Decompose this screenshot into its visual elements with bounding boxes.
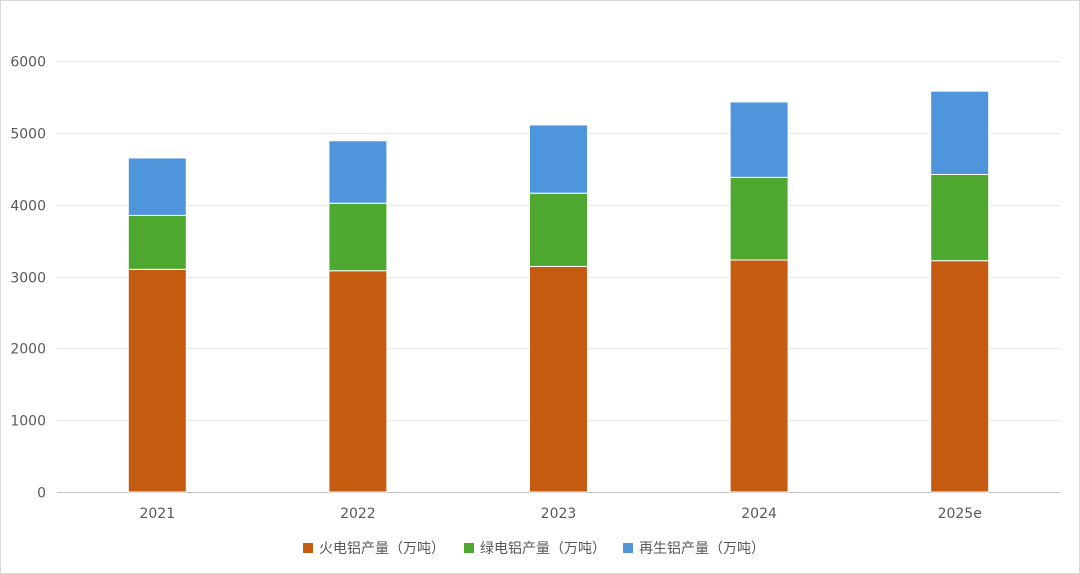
bar-segment-2022-series-1 — [328, 270, 388, 493]
x-axis-tick-labels: 2021 2022 2023 2024 2025e — [139, 506, 981, 522]
y-tick-label: 4000 — [10, 199, 46, 215]
bar-segment-2023-series-3 — [529, 124, 588, 194]
y-tick-label: 3000 — [10, 271, 46, 287]
bar-segment-2025e-series-1 — [930, 260, 990, 493]
bar-segment-2021-series-1 — [127, 268, 187, 493]
legend: 火电铝产量（万吨） 绿电铝产量（万吨） 再生铝产量（万吨） — [303, 541, 765, 557]
legend-swatch — [623, 543, 633, 553]
y-tick-label: 5000 — [10, 127, 46, 143]
bar-segment-2024-series-2 — [729, 176, 789, 261]
bar-segment-2022-series-3 — [328, 140, 388, 204]
x-tick-label: 2022 — [340, 506, 376, 522]
bar-segment-2021-series-2 — [127, 214, 187, 270]
bar-segment-2021-series-3 — [127, 157, 187, 216]
legend-label: 火电铝产量（万吨） — [319, 541, 445, 557]
legend-item: 绿电铝产量（万吨） — [464, 541, 606, 557]
x-tick-label: 2023 — [541, 506, 577, 522]
x-tick-label: 2024 — [741, 506, 777, 522]
legend-label: 绿电铝产量（万吨） — [480, 541, 606, 557]
bar-segment-2024-series-3 — [729, 101, 789, 178]
bar-segment-2022-series-2 — [328, 202, 388, 272]
legend-item: 再生铝产量（万吨） — [623, 541, 765, 557]
bar-segment-2025e-series-2 — [930, 173, 990, 262]
bar-segment-2024-series-1 — [729, 259, 789, 493]
legend-item: 火电铝产量（万吨） — [303, 541, 445, 557]
bars-group — [127, 90, 990, 493]
bar-segment-2025e-series-3 — [930, 90, 990, 175]
y-tick-label: 1000 — [10, 414, 46, 430]
y-axis-tick-labels: 0 1000 2000 3000 4000 5000 6000 — [10, 55, 46, 502]
x-tick-label: 2025e — [938, 506, 982, 522]
bar-segment-2023-series-2 — [529, 192, 588, 267]
bar-segment-2023-series-1 — [529, 265, 588, 493]
y-tick-label: 2000 — [10, 342, 46, 358]
legend-label: 再生铝产量（万吨） — [639, 541, 765, 557]
y-tick-label: 0 — [37, 486, 46, 502]
y-tick-label: 6000 — [10, 55, 46, 71]
legend-swatch — [464, 543, 474, 553]
legend-swatch — [303, 543, 313, 553]
x-tick-label: 2021 — [139, 506, 175, 522]
